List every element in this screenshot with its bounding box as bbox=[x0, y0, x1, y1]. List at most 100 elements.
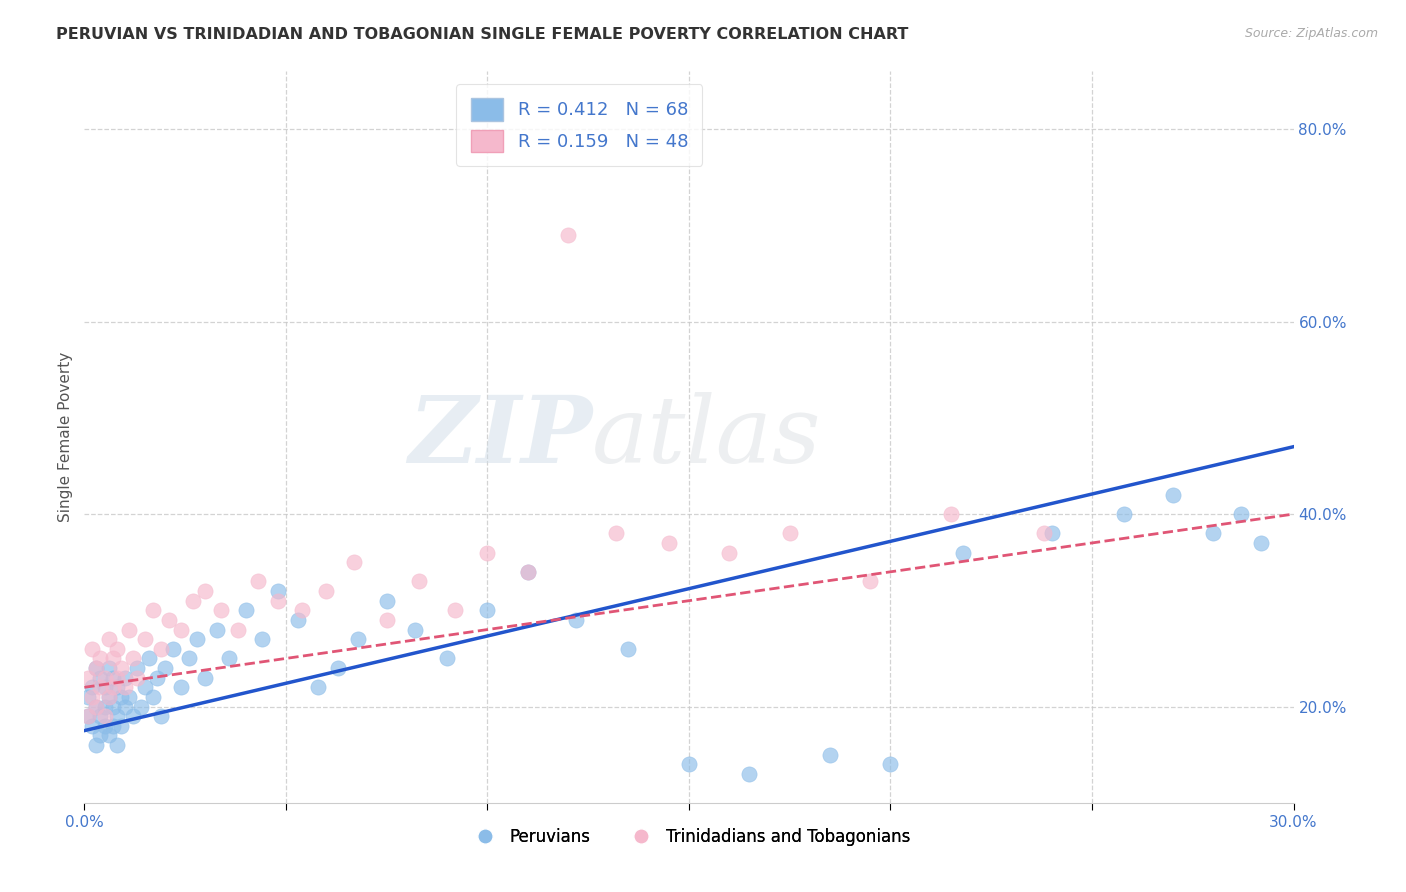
Point bbox=[952, 545, 974, 559]
Point bbox=[315, 584, 337, 599]
Point bbox=[118, 623, 141, 637]
Point bbox=[267, 584, 290, 599]
Point bbox=[118, 690, 141, 704]
Point bbox=[146, 671, 169, 685]
Point bbox=[218, 651, 240, 665]
Point bbox=[194, 671, 217, 685]
Point bbox=[77, 690, 100, 704]
Point bbox=[93, 699, 115, 714]
Y-axis label: Single Female Poverty: Single Female Poverty bbox=[58, 352, 73, 522]
Point bbox=[93, 681, 115, 695]
Point bbox=[267, 593, 290, 607]
Point bbox=[307, 681, 329, 695]
Point bbox=[246, 574, 269, 589]
Point bbox=[125, 661, 148, 675]
Point bbox=[235, 603, 257, 617]
Point bbox=[110, 690, 132, 704]
Point bbox=[89, 728, 111, 742]
Point bbox=[77, 709, 100, 723]
Point bbox=[209, 603, 232, 617]
Point bbox=[738, 767, 761, 781]
Point bbox=[114, 671, 136, 685]
Point bbox=[101, 719, 124, 733]
Point bbox=[101, 699, 124, 714]
Point bbox=[939, 507, 962, 521]
Point bbox=[207, 623, 229, 637]
Point bbox=[134, 681, 156, 695]
Point bbox=[77, 709, 100, 723]
Point bbox=[129, 699, 152, 714]
Point bbox=[859, 574, 882, 589]
Legend: Peruvians, Trinidadians and Tobagonians: Peruvians, Trinidadians and Tobagonians bbox=[461, 822, 917, 853]
Point bbox=[718, 545, 741, 559]
Point bbox=[101, 651, 124, 665]
Point bbox=[105, 681, 128, 695]
Text: ZIP: ZIP bbox=[408, 392, 592, 482]
Point bbox=[516, 565, 538, 579]
Point bbox=[170, 681, 193, 695]
Point bbox=[250, 632, 273, 647]
Point bbox=[149, 641, 172, 656]
Point bbox=[1161, 488, 1184, 502]
Point bbox=[477, 545, 499, 559]
Text: atlas: atlas bbox=[592, 392, 821, 482]
Point bbox=[93, 709, 115, 723]
Point bbox=[105, 671, 128, 685]
Point bbox=[477, 603, 499, 617]
Point bbox=[194, 584, 217, 599]
Point bbox=[779, 526, 801, 541]
Point bbox=[82, 719, 104, 733]
Point bbox=[142, 690, 165, 704]
Point bbox=[101, 671, 124, 685]
Point bbox=[328, 661, 350, 675]
Point bbox=[408, 574, 430, 589]
Point bbox=[110, 719, 132, 733]
Point bbox=[82, 681, 104, 695]
Point bbox=[818, 747, 841, 762]
Point bbox=[114, 681, 136, 695]
Point bbox=[516, 565, 538, 579]
Point bbox=[658, 536, 681, 550]
Point bbox=[162, 641, 184, 656]
Point bbox=[343, 555, 366, 569]
Point bbox=[149, 709, 172, 723]
Point bbox=[678, 757, 700, 772]
Point bbox=[436, 651, 458, 665]
Point bbox=[97, 728, 120, 742]
Point bbox=[1230, 507, 1253, 521]
Point bbox=[879, 757, 901, 772]
Point bbox=[97, 690, 120, 704]
Point bbox=[82, 690, 104, 704]
Point bbox=[1032, 526, 1054, 541]
Point bbox=[565, 613, 588, 627]
Point bbox=[82, 641, 104, 656]
Point bbox=[291, 603, 314, 617]
Point bbox=[77, 671, 100, 685]
Point bbox=[134, 632, 156, 647]
Point bbox=[138, 651, 160, 665]
Point bbox=[89, 681, 111, 695]
Text: Source: ZipAtlas.com: Source: ZipAtlas.com bbox=[1244, 27, 1378, 40]
Point bbox=[287, 613, 309, 627]
Point bbox=[86, 661, 108, 675]
Point bbox=[170, 623, 193, 637]
Point bbox=[157, 613, 180, 627]
Text: PERUVIAN VS TRINIDADIAN AND TOBAGONIAN SINGLE FEMALE POVERTY CORRELATION CHART: PERUVIAN VS TRINIDADIAN AND TOBAGONIAN S… bbox=[56, 27, 908, 42]
Point bbox=[89, 709, 111, 723]
Point bbox=[105, 709, 128, 723]
Point bbox=[444, 603, 467, 617]
Point bbox=[186, 632, 208, 647]
Point bbox=[93, 671, 115, 685]
Point bbox=[1114, 507, 1136, 521]
Point bbox=[93, 719, 115, 733]
Point bbox=[557, 227, 579, 242]
Point bbox=[121, 709, 143, 723]
Point bbox=[179, 651, 201, 665]
Point bbox=[153, 661, 176, 675]
Point bbox=[617, 641, 640, 656]
Point bbox=[1040, 526, 1063, 541]
Point bbox=[181, 593, 204, 607]
Point bbox=[1202, 526, 1225, 541]
Point bbox=[142, 603, 165, 617]
Point bbox=[86, 699, 108, 714]
